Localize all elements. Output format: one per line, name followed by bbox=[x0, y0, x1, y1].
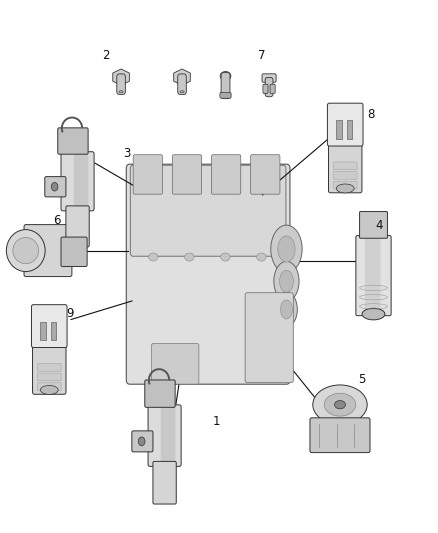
Ellipse shape bbox=[276, 292, 297, 327]
Ellipse shape bbox=[119, 91, 123, 93]
Ellipse shape bbox=[185, 253, 194, 261]
Ellipse shape bbox=[221, 253, 230, 261]
Ellipse shape bbox=[40, 385, 58, 394]
FancyBboxPatch shape bbox=[133, 155, 162, 194]
Text: 8: 8 bbox=[367, 108, 374, 120]
Ellipse shape bbox=[138, 437, 145, 446]
Text: 4: 4 bbox=[376, 219, 383, 232]
FancyBboxPatch shape bbox=[58, 128, 88, 154]
FancyBboxPatch shape bbox=[262, 74, 276, 82]
Ellipse shape bbox=[278, 236, 295, 262]
FancyBboxPatch shape bbox=[220, 92, 231, 98]
Ellipse shape bbox=[336, 184, 354, 193]
FancyBboxPatch shape bbox=[365, 237, 381, 314]
FancyBboxPatch shape bbox=[333, 181, 357, 189]
Ellipse shape bbox=[51, 182, 58, 191]
FancyBboxPatch shape bbox=[221, 72, 230, 99]
FancyBboxPatch shape bbox=[130, 165, 286, 256]
Ellipse shape bbox=[179, 74, 185, 80]
FancyBboxPatch shape bbox=[251, 155, 280, 194]
FancyBboxPatch shape bbox=[245, 293, 293, 383]
Ellipse shape bbox=[362, 308, 385, 320]
FancyBboxPatch shape bbox=[328, 140, 362, 193]
Polygon shape bbox=[174, 69, 190, 85]
Ellipse shape bbox=[220, 71, 231, 80]
FancyBboxPatch shape bbox=[161, 406, 176, 465]
Ellipse shape bbox=[118, 74, 124, 80]
Ellipse shape bbox=[271, 225, 302, 273]
FancyBboxPatch shape bbox=[74, 153, 88, 210]
FancyBboxPatch shape bbox=[132, 431, 153, 452]
FancyBboxPatch shape bbox=[270, 84, 275, 93]
FancyBboxPatch shape bbox=[37, 373, 61, 381]
Text: 5: 5 bbox=[358, 373, 366, 386]
FancyBboxPatch shape bbox=[333, 162, 357, 169]
Ellipse shape bbox=[279, 270, 293, 292]
Ellipse shape bbox=[7, 230, 45, 272]
Ellipse shape bbox=[335, 400, 346, 409]
Bar bbox=[51, 321, 57, 340]
FancyBboxPatch shape bbox=[319, 403, 360, 422]
FancyBboxPatch shape bbox=[37, 383, 61, 391]
FancyBboxPatch shape bbox=[265, 77, 273, 96]
Ellipse shape bbox=[13, 238, 39, 264]
FancyBboxPatch shape bbox=[310, 418, 370, 453]
FancyBboxPatch shape bbox=[32, 305, 67, 348]
FancyBboxPatch shape bbox=[126, 164, 290, 384]
FancyBboxPatch shape bbox=[263, 84, 268, 93]
Ellipse shape bbox=[280, 300, 293, 319]
FancyBboxPatch shape bbox=[37, 364, 61, 371]
FancyBboxPatch shape bbox=[178, 74, 186, 94]
Text: 2: 2 bbox=[102, 50, 110, 62]
Ellipse shape bbox=[274, 261, 299, 301]
Bar bbox=[347, 120, 352, 139]
FancyBboxPatch shape bbox=[61, 152, 94, 211]
Ellipse shape bbox=[180, 91, 184, 93]
Text: 3: 3 bbox=[123, 148, 131, 160]
FancyBboxPatch shape bbox=[148, 405, 181, 466]
FancyBboxPatch shape bbox=[172, 155, 201, 194]
FancyBboxPatch shape bbox=[328, 103, 363, 146]
Ellipse shape bbox=[148, 253, 158, 261]
Ellipse shape bbox=[257, 253, 266, 261]
FancyBboxPatch shape bbox=[212, 155, 241, 194]
FancyBboxPatch shape bbox=[145, 380, 175, 407]
FancyBboxPatch shape bbox=[153, 462, 176, 504]
Ellipse shape bbox=[324, 393, 356, 416]
FancyBboxPatch shape bbox=[32, 342, 66, 394]
FancyBboxPatch shape bbox=[117, 74, 125, 94]
Ellipse shape bbox=[313, 385, 367, 424]
Bar bbox=[40, 321, 46, 340]
FancyBboxPatch shape bbox=[356, 236, 391, 316]
Bar bbox=[336, 120, 342, 139]
FancyBboxPatch shape bbox=[152, 344, 199, 384]
FancyBboxPatch shape bbox=[45, 176, 66, 197]
Polygon shape bbox=[113, 69, 129, 85]
FancyBboxPatch shape bbox=[66, 206, 89, 247]
FancyBboxPatch shape bbox=[24, 224, 72, 277]
Text: 7: 7 bbox=[258, 50, 266, 62]
FancyBboxPatch shape bbox=[360, 212, 388, 238]
FancyBboxPatch shape bbox=[333, 172, 357, 179]
Text: 1: 1 bbox=[212, 415, 220, 428]
FancyBboxPatch shape bbox=[61, 237, 87, 266]
Text: 6: 6 bbox=[53, 214, 60, 227]
Text: 9: 9 bbox=[66, 306, 73, 319]
